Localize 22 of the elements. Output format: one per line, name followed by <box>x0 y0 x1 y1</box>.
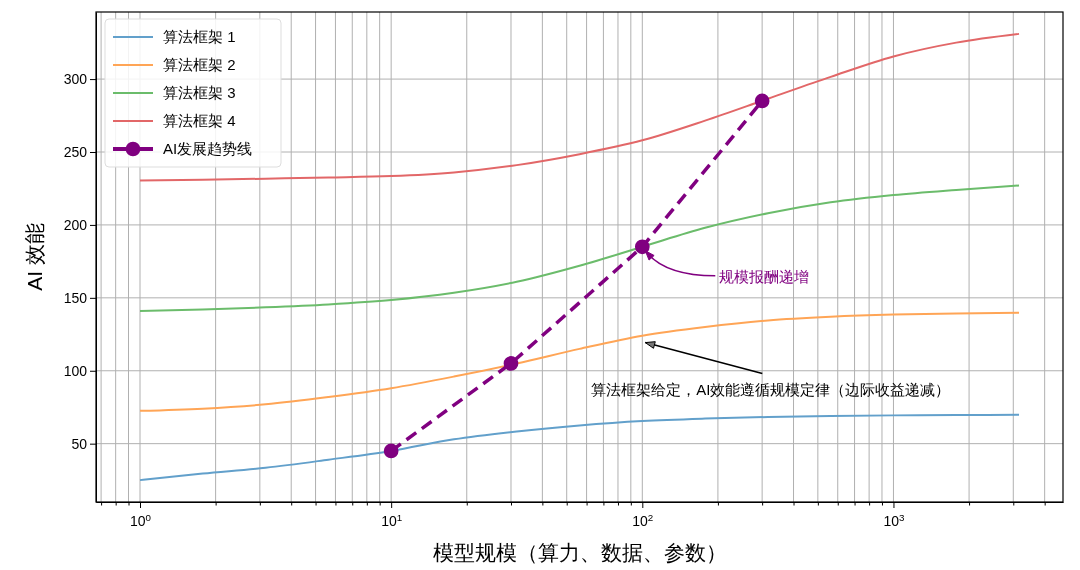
legend-label: 算法框架 3 <box>163 84 236 101</box>
x-tick-label: 10$^{2}$ <box>632 511 654 529</box>
annotation: 规模报酬递增 <box>719 267 810 285</box>
y-tick-label: 200 <box>63 216 88 233</box>
legend-label: 算法框架 4 <box>163 112 236 129</box>
annotation: 算法框架给定，AI效能遵循规模定律（边际收益递减） <box>591 380 951 398</box>
x-tick-label: 10$^{1}$ <box>381 511 403 529</box>
legend-label: 算法框架 1 <box>163 28 236 45</box>
y-axis-title: AI 效能 <box>23 223 46 291</box>
line-series <box>139 184 1021 312</box>
x-axis-title: 模型规模（算力、数据、参数） <box>432 541 727 564</box>
legend-label: AI发展趋势线 <box>163 140 253 157</box>
y-tick-label: 150 <box>63 289 88 306</box>
y-tick-label: 100 <box>63 362 88 379</box>
line-series <box>139 413 1021 482</box>
x-tick-label: 10$^{3}$ <box>883 511 906 529</box>
line-series <box>139 311 1021 412</box>
y-tick-label: 300 <box>63 71 88 88</box>
x-tick-label: 10$^{0}$ <box>129 511 152 529</box>
y-tick-label: 250 <box>63 143 88 160</box>
legend-label: 算法框架 2 <box>163 56 236 73</box>
y-tick-label: 50 <box>71 435 88 452</box>
